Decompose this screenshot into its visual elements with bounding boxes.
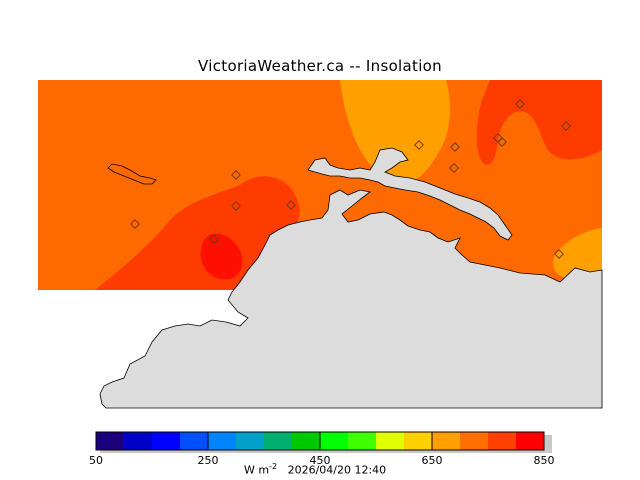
station-marker (449, 163, 459, 173)
colorbar-swatch (348, 432, 377, 450)
colorbar-tick-label: 450 (309, 454, 331, 467)
station-marker (209, 234, 219, 244)
field-peak-region (200, 233, 243, 280)
station-marker (554, 249, 564, 259)
timestamp: 2026/04/20 12:40 (287, 463, 387, 477)
colorbar-swatch (96, 432, 125, 450)
units-exponent: -2 (269, 462, 278, 471)
island-west (107, 163, 157, 185)
colorbar-dividers (95, 432, 545, 450)
map-title: VictoriaWeather.ca -- Insolation (198, 57, 442, 75)
station-marker (414, 140, 424, 150)
colorbar-tick-label: 250 (197, 454, 219, 467)
land-mass-south (99, 189, 603, 409)
station-marker (450, 142, 460, 152)
colorbar-swatch (488, 432, 517, 450)
colorbar-swatch (152, 432, 181, 450)
station-marker (497, 137, 507, 147)
units-label: W m (244, 463, 270, 477)
station-marker (561, 121, 571, 131)
colorbar-swatch (516, 432, 545, 450)
colorbar-swatch (264, 432, 293, 450)
station-marker (286, 200, 296, 210)
field-low-region-east (553, 228, 602, 278)
footer: W m-2 2026/04/20 12:40 (244, 462, 386, 477)
colorbar-tick-label: 50 (89, 454, 103, 467)
colorbar-tick-label: 850 (533, 454, 555, 467)
colorbar-tick-label: 650 (421, 454, 443, 467)
colorbar-swatch (124, 432, 153, 450)
station-marker (515, 99, 525, 109)
station-marker (231, 170, 241, 180)
colorbar-swatch (292, 432, 321, 450)
colorbar-swatch (432, 432, 461, 450)
station-markers (130, 99, 571, 259)
colorbar-swatch (208, 432, 237, 450)
colorbar-swatch (236, 432, 265, 450)
colorbar-swatch (180, 432, 209, 450)
field-high-region-northeast (476, 80, 602, 165)
colorbar-swatch (320, 432, 349, 450)
station-marker (130, 219, 140, 229)
colorbar-swatches (96, 432, 545, 450)
field-high-region-southwest (95, 176, 300, 290)
field-low-region-north (340, 80, 450, 186)
colorbar-swatch (460, 432, 489, 450)
colorbar-swatch (404, 432, 433, 450)
station-marker (231, 201, 241, 211)
land-peninsula-north (307, 147, 513, 241)
colorbar-swatch (376, 432, 405, 450)
